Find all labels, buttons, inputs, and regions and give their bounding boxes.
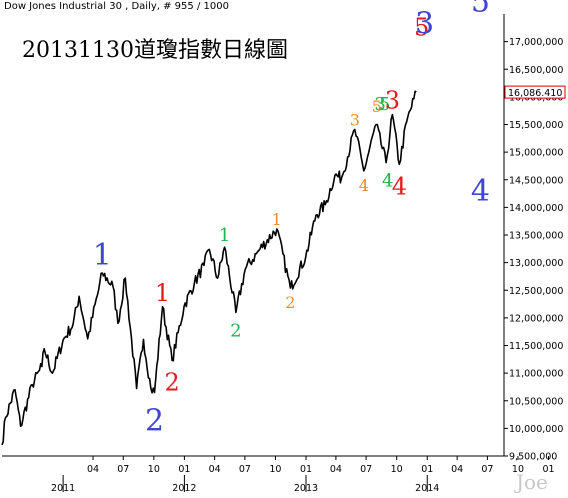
x-tick-label: 01 <box>542 464 554 475</box>
x-tick-label: 07 <box>117 464 129 475</box>
last-price-label: 16,086.410 <box>508 88 562 99</box>
y-tick-label: 10,000,000 <box>509 424 563 435</box>
wave-label: 1 <box>272 210 282 229</box>
wave-label: 3 <box>415 7 434 42</box>
x-tick-label: 04 <box>209 464 221 475</box>
wave-label: 2 <box>164 368 179 396</box>
wave-label: 2 <box>285 293 295 312</box>
y-tick-label: 14,000,000 <box>509 203 563 214</box>
wave-label: 2 <box>145 403 164 438</box>
wave-label: 5 <box>414 14 429 42</box>
y-tick-label: 11,500,000 <box>509 341 563 352</box>
wave-label: 4 <box>382 171 393 192</box>
y-tick-label: 14,500,000 <box>509 175 563 186</box>
wave-label: 5 <box>471 0 490 20</box>
wave-label: 5 <box>372 97 382 116</box>
wave-label: 1 <box>219 225 230 246</box>
y-tick-label: 10,500,000 <box>509 396 563 407</box>
x-tick-label: 07 <box>239 464 251 475</box>
x-tick-label: 07 <box>360 464 372 475</box>
x-tick-label: 10 <box>512 464 524 475</box>
x-tick-label: 01 <box>421 464 433 475</box>
wave-label: 3 <box>350 110 360 129</box>
year-label: 2011 <box>51 483 75 494</box>
x-tick-label: 10 <box>148 464 160 475</box>
x-tick-label: 04 <box>330 464 342 475</box>
x-tick-label: 04 <box>451 464 463 475</box>
wave-label: 4 <box>392 172 407 200</box>
price-line <box>1 90 417 446</box>
y-tick-label: 11,000,000 <box>509 369 563 380</box>
y-tick-label: 16,500,000 <box>509 65 563 76</box>
y-tick-label: 9,500,000 <box>509 452 557 463</box>
last-price-box <box>504 85 566 99</box>
wave-label: 3 <box>374 94 385 115</box>
x-tick-label: 01 <box>300 464 312 475</box>
chart-title: 20131130道瓊指數日線圖 <box>22 38 288 63</box>
x-tick-label: 07 <box>481 464 493 475</box>
y-tick-label: 15,500,000 <box>509 120 563 131</box>
year-label: 2013 <box>294 483 318 494</box>
wave-label: 2 <box>230 320 241 341</box>
y-tick-label: 15,000,000 <box>509 148 563 159</box>
y-tick-label: 12,000,000 <box>509 313 563 324</box>
y-tick-label: 13,500,000 <box>509 231 563 242</box>
wave-label: 4 <box>359 176 369 195</box>
y-tick-label: 13,000,000 <box>509 258 563 269</box>
wave-label: 3 <box>385 87 400 115</box>
y-tick-label: 12,500,000 <box>509 286 563 297</box>
wave-label: 4 <box>471 174 490 209</box>
x-tick-label: 01 <box>178 464 190 475</box>
y-tick-label: 17,000,000 <box>509 37 563 48</box>
wave-label: 1 <box>93 238 112 273</box>
wave-label: 1 <box>155 279 170 307</box>
x-tick-label: 10 <box>391 464 403 475</box>
x-tick-label: 10 <box>269 464 281 475</box>
watermark: Joe <box>516 470 548 494</box>
wave-label: 5 <box>379 94 390 115</box>
year-label: 2012 <box>172 483 196 494</box>
chart-header: Dow Jones Industrial 30 , Daily, # 955 /… <box>4 1 229 12</box>
year-label: 2014 <box>415 483 439 494</box>
x-tick-label: 04 <box>87 464 99 475</box>
